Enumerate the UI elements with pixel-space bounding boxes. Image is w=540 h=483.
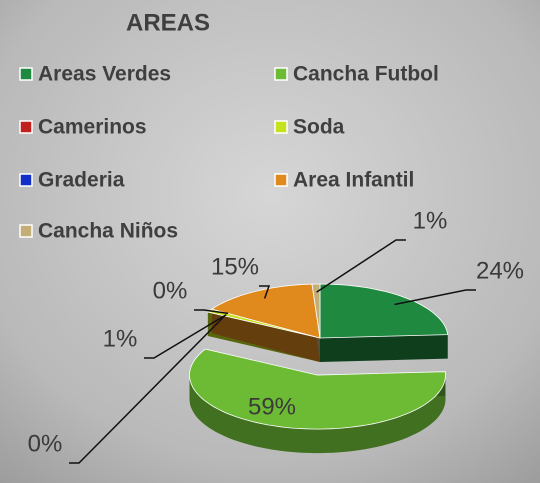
legend-swatch	[274, 120, 288, 134]
data-label: 24%	[476, 257, 524, 284]
leader-line	[194, 309, 229, 315]
data-label: 1%	[103, 325, 138, 352]
legend-label: Graderia	[38, 169, 125, 192]
legend-swatch	[19, 173, 33, 187]
slice	[311, 283, 321, 339]
slice-side	[189, 375, 446, 454]
slice-cut	[211, 309, 320, 362]
leader-line	[69, 315, 226, 464]
legend-label: Soda	[293, 116, 345, 139]
data-label: 0%	[153, 277, 188, 304]
legend-swatch	[19, 67, 33, 81]
data-label: 15%	[211, 253, 259, 280]
legend-swatch	[19, 120, 33, 134]
pie-tops	[189, 283, 449, 430]
legend-swatch	[274, 173, 288, 187]
legend-label: Area Infantil	[293, 169, 414, 192]
data-label: 1%	[413, 207, 448, 234]
legend-swatch	[19, 224, 33, 238]
leader-line	[144, 313, 227, 359]
chart-title: AREAS	[126, 9, 210, 36]
leader-line	[316, 239, 406, 293]
slice	[210, 283, 321, 339]
data-label: 0%	[28, 430, 63, 457]
slice	[189, 348, 446, 430]
data-label: 59%	[248, 393, 296, 420]
legend-swatch	[274, 67, 288, 81]
leader-line	[259, 285, 271, 299]
legend-label: Camerinos	[38, 116, 147, 139]
slice	[319, 283, 449, 339]
legend-label: Areas Verdes	[38, 63, 171, 86]
legend-label: Cancha Niños	[38, 220, 178, 243]
legend-label: Cancha Futbol	[293, 63, 439, 86]
slice-cut	[320, 334, 448, 362]
leader-line	[394, 289, 476, 306]
